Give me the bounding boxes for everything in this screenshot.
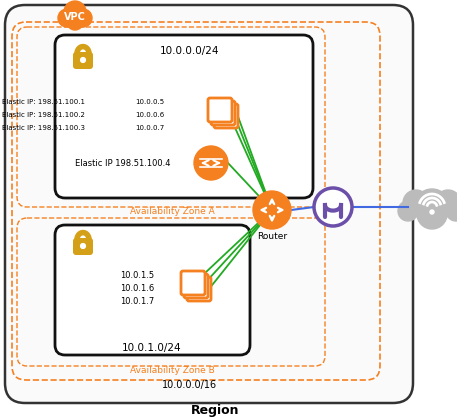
Text: 10.0.0.0/24: 10.0.0.0/24 <box>160 46 220 56</box>
FancyBboxPatch shape <box>73 238 93 255</box>
Text: Elastic IP: 198.51.100.1: Elastic IP: 198.51.100.1 <box>2 99 85 105</box>
Text: Elastic IP 198.51.100.4: Elastic IP 198.51.100.4 <box>75 158 170 168</box>
Text: 10.0.0.7: 10.0.0.7 <box>135 125 164 131</box>
Circle shape <box>446 201 457 221</box>
FancyBboxPatch shape <box>187 277 211 301</box>
Circle shape <box>64 1 86 23</box>
Circle shape <box>194 146 228 180</box>
FancyBboxPatch shape <box>73 52 93 69</box>
Circle shape <box>67 14 83 30</box>
Text: Elastic IP: 198.51.100.3: Elastic IP: 198.51.100.3 <box>2 125 85 131</box>
FancyBboxPatch shape <box>5 5 413 403</box>
Circle shape <box>430 210 434 214</box>
FancyBboxPatch shape <box>214 104 238 128</box>
Text: Availability Zone B: Availability Zone B <box>130 366 214 375</box>
Text: Region: Region <box>191 404 239 417</box>
Circle shape <box>58 9 76 27</box>
Circle shape <box>74 9 92 27</box>
FancyBboxPatch shape <box>55 225 250 355</box>
Circle shape <box>398 201 418 221</box>
Circle shape <box>253 191 291 229</box>
Text: 10.0.0.0/16: 10.0.0.0/16 <box>162 380 218 390</box>
FancyBboxPatch shape <box>55 35 313 198</box>
Circle shape <box>80 244 85 249</box>
FancyBboxPatch shape <box>184 274 208 298</box>
Text: 10.0.0.6: 10.0.0.6 <box>135 112 164 118</box>
Text: VPC: VPC <box>64 12 86 22</box>
FancyBboxPatch shape <box>181 271 205 295</box>
Text: 10.0.1.5: 10.0.1.5 <box>120 271 154 280</box>
Text: 10.0.1.7: 10.0.1.7 <box>120 297 154 306</box>
Text: Elastic IP: 198.51.100.2: Elastic IP: 198.51.100.2 <box>2 112 85 118</box>
FancyBboxPatch shape <box>208 98 232 122</box>
Circle shape <box>314 188 352 226</box>
Text: 10.0.0.5: 10.0.0.5 <box>135 99 164 105</box>
Text: 10.0.1.0/24: 10.0.1.0/24 <box>122 343 182 353</box>
Text: 10.0.1.6: 10.0.1.6 <box>120 284 154 293</box>
Circle shape <box>403 190 429 216</box>
Text: Router: Router <box>257 232 287 241</box>
Circle shape <box>435 190 457 216</box>
Circle shape <box>80 58 85 63</box>
FancyBboxPatch shape <box>211 101 235 125</box>
Circle shape <box>414 189 450 225</box>
Text: Availability Zone A: Availability Zone A <box>130 207 214 216</box>
Circle shape <box>417 199 447 229</box>
